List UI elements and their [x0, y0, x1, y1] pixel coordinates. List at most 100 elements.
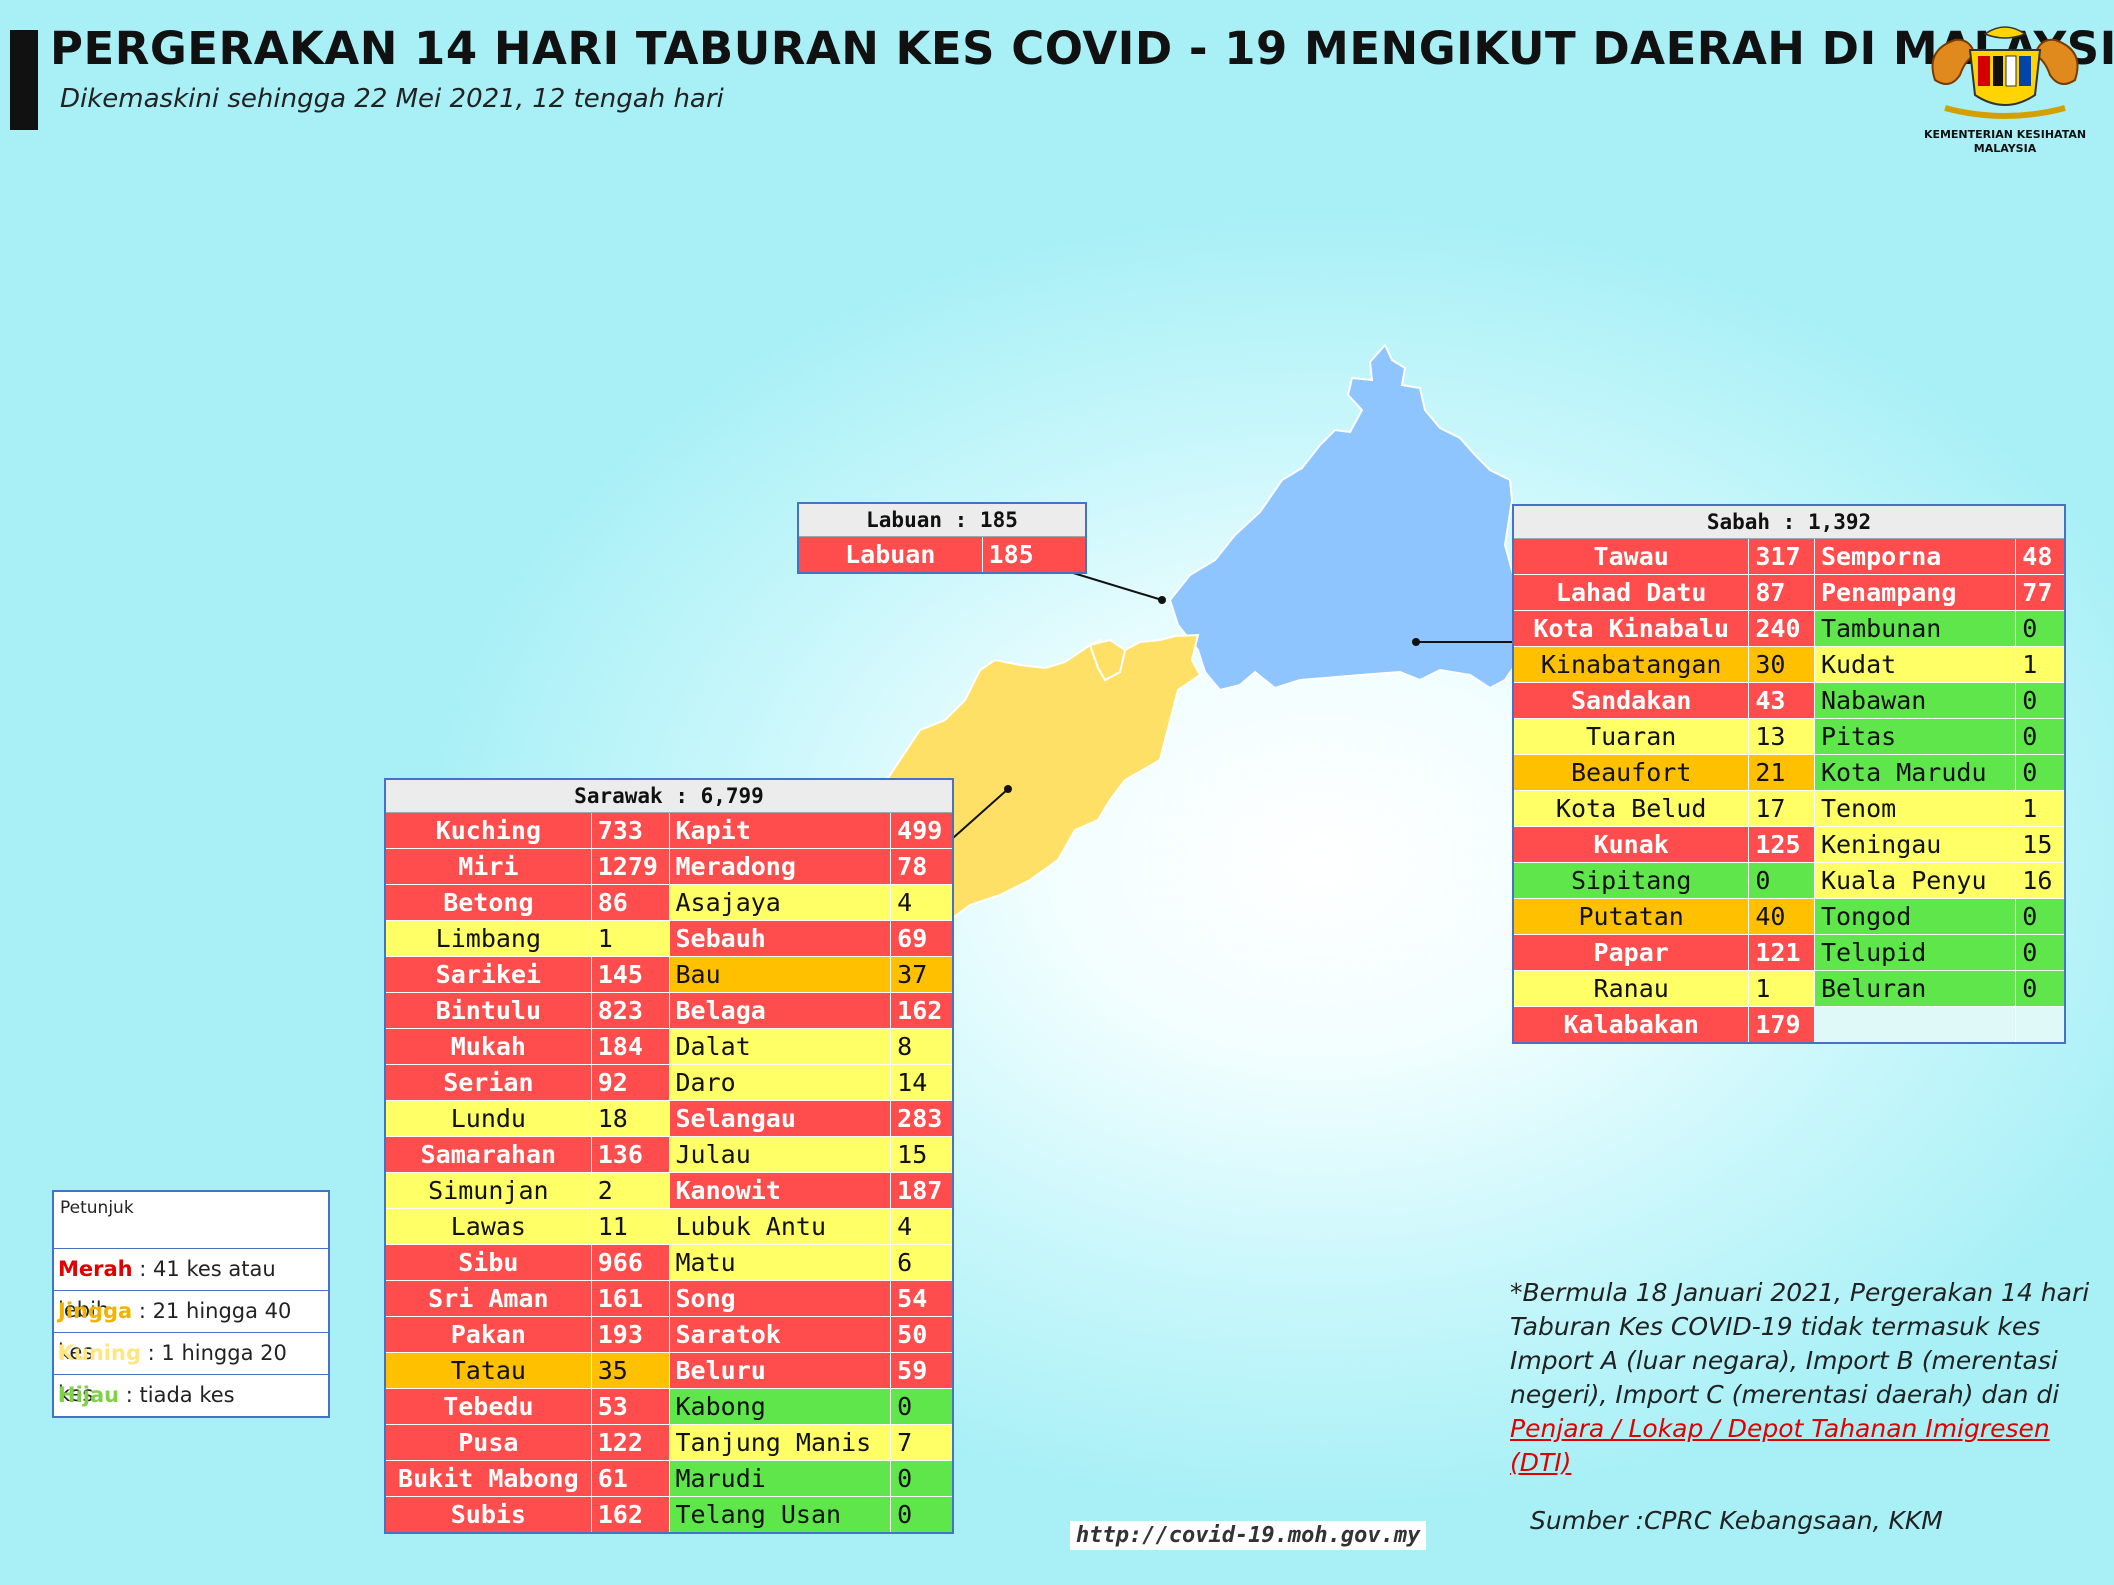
legend-key: Jingga	[58, 1299, 133, 1323]
district-cases: 283	[890, 1100, 954, 1137]
district-name: Telang Usan	[668, 1496, 892, 1534]
district-cases: 6	[890, 1244, 954, 1281]
district-name: Kota Marudu	[1813, 754, 2017, 791]
district-name: Nabawan	[1813, 682, 2017, 719]
district-name: Keningau	[1813, 826, 2017, 863]
table-row: Simunjan 2 Kanowit 187	[384, 1172, 954, 1209]
district-name: Kuching	[384, 812, 592, 849]
table-row: Putatan 40 Tongod 0	[1512, 898, 2066, 935]
district-cases: 0	[2015, 970, 2066, 1007]
district-name: Bintulu	[384, 992, 592, 1029]
table-row: Sarikei 145 Bau 37	[384, 956, 954, 993]
page-title: PERGERAKAN 14 HARI TABURAN KES COVID - 1…	[50, 22, 2114, 75]
coat-of-arms-icon	[1931, 26, 2079, 119]
district-cases: 125	[1748, 826, 1815, 863]
district-cases: 122	[590, 1424, 670, 1461]
table-row: Beaufort 21 Kota Marudu 0	[1512, 754, 2066, 791]
district-name: Beluran	[1813, 970, 2017, 1007]
district-cases: 18	[590, 1100, 670, 1137]
district-cases: 179	[1748, 1006, 1815, 1044]
district-cases: 16	[2015, 862, 2066, 899]
district-cases: 121	[1748, 934, 1815, 971]
district-name: Kunak	[1512, 826, 1750, 863]
district-name: Mukah	[384, 1028, 592, 1065]
table-row: Bintulu 823 Belaga 162	[384, 992, 954, 1029]
district-name: Kapit	[668, 812, 892, 849]
district-cases: 54	[890, 1280, 954, 1317]
district-cases: 7	[890, 1424, 954, 1461]
sabah-map-region[interactable]	[1168, 343, 1542, 692]
district-cases: 14	[890, 1064, 954, 1101]
district-cases: 0	[890, 1496, 954, 1534]
district-name: Kota Kinabalu	[1512, 610, 1750, 647]
district-name: Kinabatangan	[1512, 646, 1750, 683]
district-name: Serian	[384, 1064, 592, 1101]
website-url[interactable]: http://covid-19.moh.gov.my	[1070, 1521, 1427, 1550]
district-cases: 69	[890, 920, 954, 957]
district-cases: 0	[2015, 718, 2066, 755]
district-name: Kabong	[668, 1388, 892, 1425]
table-row: Kalabakan 179	[1512, 1006, 2066, 1044]
legend-key: Hijau	[58, 1383, 120, 1407]
title-accent-bar	[10, 30, 38, 130]
district-cases: 92	[590, 1064, 670, 1101]
district-cases: 11	[590, 1208, 670, 1245]
district-name: Marudi	[668, 1460, 892, 1497]
district-name: Kuala Penyu	[1813, 862, 2017, 899]
table-row: Kunak 125 Keningau 15	[1512, 826, 2066, 863]
district-name: Meradong	[668, 848, 892, 885]
district-cases: 15	[2015, 826, 2066, 863]
district-cases: 1	[2015, 790, 2066, 827]
table-row: Tatau 35 Beluru 59	[384, 1352, 954, 1389]
district-name: Saratok	[668, 1316, 892, 1353]
district-name: Beaufort	[1512, 754, 1750, 791]
table-row: Kota Belud 17 Tenom 1	[1512, 790, 2066, 827]
district-name: Betong	[384, 884, 592, 921]
table-row: Kota Kinabalu 240 Tambunan 0	[1512, 610, 2066, 647]
sarawak-leader-line	[952, 788, 1009, 839]
sarawak-table: Sarawak : 6,799 Kuching 733 Kapit 499 Miri 12…	[384, 778, 954, 1534]
district-cases: 8	[890, 1028, 954, 1065]
district-name: Samarahan	[384, 1136, 592, 1173]
district-cases: 13	[1748, 718, 1815, 755]
district-cases: 61	[590, 1460, 670, 1497]
district-cases: 161	[590, 1280, 670, 1317]
district-name: Asajaya	[668, 884, 892, 921]
district-name: Sri Aman	[384, 1280, 592, 1317]
table-row: Lawas 11 Lubuk Antu 4	[384, 1208, 954, 1245]
district-name: Tatau	[384, 1352, 592, 1389]
district-name: Ranau	[1512, 970, 1750, 1007]
table-row: Kuching 733 Kapit 499	[384, 812, 954, 849]
sabah-table: Sabah : 1,392 Tawau 317 Semporna 48 Lahad Da…	[1512, 504, 2066, 1044]
district-name: Bau	[668, 956, 892, 993]
district-name: Selangau	[668, 1100, 892, 1137]
district-cases: 187	[890, 1172, 954, 1209]
district-cases: 0	[2015, 754, 2066, 791]
district-name: Kota Belud	[1512, 790, 1750, 827]
district-cases: 21	[1748, 754, 1815, 791]
footnote-link[interactable]: Penjara / Lokap / Depot Tahanan Imigrese…	[1510, 1414, 2050, 1477]
district-cases: 77	[2015, 574, 2066, 611]
district-name: Simunjan	[384, 1172, 592, 1209]
table-row: Serian 92 Daro 14	[384, 1064, 954, 1101]
legend-desc: : 41 kes atau lebih	[58, 1257, 276, 1322]
legend-item: Hijau : tiada kes	[54, 1375, 328, 1416]
table-row: Labuan 185	[797, 536, 1087, 574]
table-row: Sibu 966 Matu 6	[384, 1244, 954, 1281]
legend-item: Jingga : 21 hingga 40 kes	[54, 1291, 328, 1364]
district-cases: 59	[890, 1352, 954, 1389]
table-row: Sri Aman 161 Song 54	[384, 1280, 954, 1317]
district-name: Julau	[668, 1136, 892, 1173]
district-cases: 48	[2015, 538, 2066, 575]
legend-key: Kuning	[58, 1341, 141, 1365]
district-name: Sarikei	[384, 956, 592, 993]
logo-caption-2: MALAYSIA	[1973, 142, 2037, 155]
district-cases: 37	[890, 956, 954, 993]
district-cases: 17	[1748, 790, 1815, 827]
table-row: Sipitang 0 Kuala Penyu 16	[1512, 862, 2066, 899]
district-name: Kudat	[1813, 646, 2017, 683]
district-cases: 162	[590, 1496, 670, 1534]
district-name: Pitas	[1813, 718, 2017, 755]
district-name: Tenom	[1813, 790, 2017, 827]
district-cases: 317	[1748, 538, 1815, 575]
